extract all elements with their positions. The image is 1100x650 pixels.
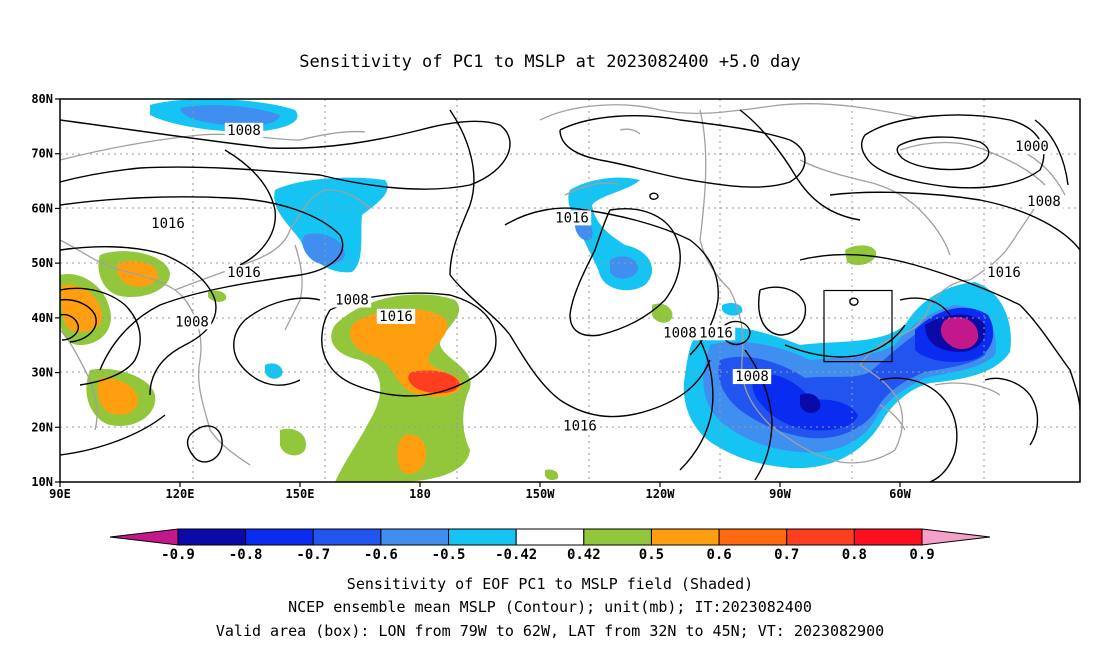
contour-label: 1008 [335, 292, 369, 308]
colorbar-label: -0.6 [364, 547, 398, 563]
colorbar: -0.9 -0.8 -0.7 -0.6 -0.5 -0.42 0.42 0.5 0.6 0.7 0.… [109, 528, 991, 563]
colorbar-swatch [786, 528, 855, 546]
lat-tick-label: 40N [31, 311, 53, 325]
colorbar-label: -0.9 [161, 547, 195, 563]
caption-line-2: NCEP ensemble mean MSLP (Contour); unit(… [288, 598, 812, 616]
contour-label-bg [224, 122, 264, 138]
colorbar-swatch [380, 528, 450, 546]
colorbar-label: -0.7 [296, 547, 330, 563]
contour-label: 1008 [735, 369, 769, 385]
contour-label: 1016 [699, 325, 733, 341]
contour-label: 1016 [555, 210, 589, 226]
contour-label: 1016 [379, 309, 413, 325]
contour-label-bg [552, 210, 592, 226]
negative-sensitivity-shading [150, 99, 1011, 469]
colorbar-swatch [448, 528, 517, 546]
contour-label-bg [560, 418, 600, 434]
contour-label-bg [224, 265, 264, 281]
caption-line-1: Sensitivity of EOF PC1 to MSLP field (Sh… [347, 575, 753, 593]
lon-tick-label: 120W [646, 487, 676, 501]
lat-axis: 80N 70N 60N 50N 40N 30N 20N 10N [31, 92, 60, 489]
contour-label-bg [984, 265, 1024, 281]
lat-tick-label: 50N [31, 256, 53, 270]
contour-label-bg [376, 308, 416, 324]
lon-axis: 90E 120E 150E 180 150W 120W 90W 60W [49, 482, 912, 501]
contour-label: 1016 [563, 418, 597, 434]
map-frame [59, 98, 1081, 483]
contour-label: 1008 [227, 123, 261, 139]
contour-label: 1016 [987, 265, 1021, 281]
map-panel: 1008101610161008100810161016101610001008… [60, 99, 1080, 482]
lon-tick-label: 120E [166, 487, 195, 501]
lat-tick-label: 60N [31, 201, 53, 215]
contour-label-bg [332, 292, 372, 308]
colorbar-swatch [177, 528, 247, 546]
colorbar-label: 0.9 [909, 547, 934, 563]
contour-label: 1016 [227, 265, 261, 281]
colorbar-swatch [583, 528, 652, 546]
contour-label: 1008 [1027, 194, 1061, 210]
contour-label-bg [172, 314, 212, 330]
map-title: Sensitivity of PC1 to MSLP at 2023082400… [299, 52, 801, 72]
contour-label-bg [148, 215, 188, 231]
colorbar-label: 0.7 [774, 547, 799, 563]
contour-label-bg [660, 325, 700, 341]
lat-tick-label: 80N [31, 92, 53, 106]
colorbar-swatch [312, 528, 382, 546]
mslp-contours [60, 109, 1080, 482]
contour-label: 1008 [663, 325, 697, 341]
colorbar-swatch [650, 528, 720, 546]
colorbar-swatch [718, 528, 788, 546]
colorbar-label: -0.5 [432, 547, 466, 563]
lat-tick-label: 70N [31, 147, 53, 161]
colorbar-swatch [853, 528, 923, 546]
lon-tick-label: 60W [889, 487, 911, 501]
lat-tick-label: 30N [31, 366, 53, 380]
contour-label-bg [1024, 193, 1064, 209]
contour-labels: 1008101610161008100810161016101610001008… [148, 122, 1064, 434]
colorbar-label: 0.8 [842, 547, 867, 563]
lon-tick-label: 180 [409, 487, 431, 501]
contour-label: 1000 [1015, 139, 1049, 155]
contour-label: 1016 [151, 216, 185, 232]
colorbar-label: -0.42 [495, 547, 537, 563]
lon-tick-label: 90E [49, 487, 71, 501]
colorbar-high-triangle [921, 528, 991, 546]
lon-tick-label: 90W [769, 487, 791, 501]
lat-tick-label: 20N [31, 420, 53, 434]
lon-tick-label: 150W [526, 487, 556, 501]
contour-label-bg [1012, 139, 1052, 155]
colorbar-label: 0.42 [567, 547, 601, 563]
colorbar-swatch [515, 528, 585, 546]
colorbar-label: 0.6 [706, 547, 731, 563]
lat-tick-label: 10N [31, 475, 53, 489]
colorbar-label: 0.5 [639, 547, 664, 563]
valid-area-box [823, 289, 893, 363]
coastlines [60, 103, 1066, 466]
colorbar-swatch [245, 528, 314, 546]
lon-tick-label: 150E [286, 487, 315, 501]
caption-line-3: Valid area (box): LON from 79W to 62W, L… [216, 622, 884, 640]
contour-label-bg [732, 369, 772, 385]
contour-label: 1008 [175, 314, 209, 330]
contour-label-bg [696, 325, 736, 341]
colorbar-label: -0.8 [229, 547, 263, 563]
colorbar-low-triangle [109, 528, 179, 546]
